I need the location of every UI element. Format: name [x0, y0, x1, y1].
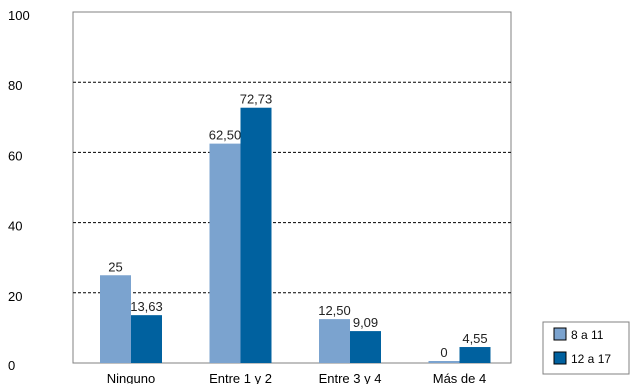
y-tick-label: 0: [8, 358, 15, 373]
data-label: 13,63: [130, 299, 163, 314]
x-category-label: Ninguno: [107, 371, 155, 384]
y-tick-label: 80: [8, 78, 22, 93]
bar: [209, 143, 241, 363]
plot-area: [72, 11, 512, 364]
bars: 25 13,63 62,50 72,73 12,509,09 0 4,55: [100, 92, 491, 363]
x-category-label: Entre 3 y 4: [319, 371, 382, 384]
bar: [319, 319, 350, 363]
bar: [100, 275, 131, 363]
x-category-label: Más de 4: [433, 371, 486, 384]
y-tick-label: 60: [8, 148, 22, 163]
y-tick-label: 100: [8, 8, 30, 23]
y-axis-ticks: 0 20 40 60 80 100: [8, 8, 30, 373]
legend-swatch: [553, 351, 567, 365]
legend-label: 8 a 11: [571, 328, 604, 342]
data-label: 4,55: [462, 331, 487, 346]
y-tick-label: 20: [8, 289, 22, 304]
data-label: 62,50: [209, 128, 242, 143]
legend-swatch: [553, 327, 567, 341]
x-axis-labels: Ninguno Entre 1 y 2 Entre 3 y 4 Más de 4: [107, 371, 486, 384]
legend-label: 12 a 17: [571, 352, 611, 366]
data-label: 0: [440, 345, 447, 360]
bar: [428, 361, 460, 363]
data-label: 9,09: [353, 315, 378, 330]
bar: [240, 107, 272, 363]
bar: [131, 315, 162, 363]
legend: 8 a 11 12 a 17: [542, 321, 630, 375]
y-tick-label: 40: [8, 219, 22, 234]
data-label: 25: [108, 259, 122, 274]
gridlines: [73, 81, 511, 294]
bar: [459, 347, 491, 363]
data-label: 72,73: [240, 92, 273, 107]
data-label: 12,50: [318, 303, 351, 318]
x-category-label: Entre 1 y 2: [209, 371, 272, 384]
bar: [350, 331, 381, 363]
